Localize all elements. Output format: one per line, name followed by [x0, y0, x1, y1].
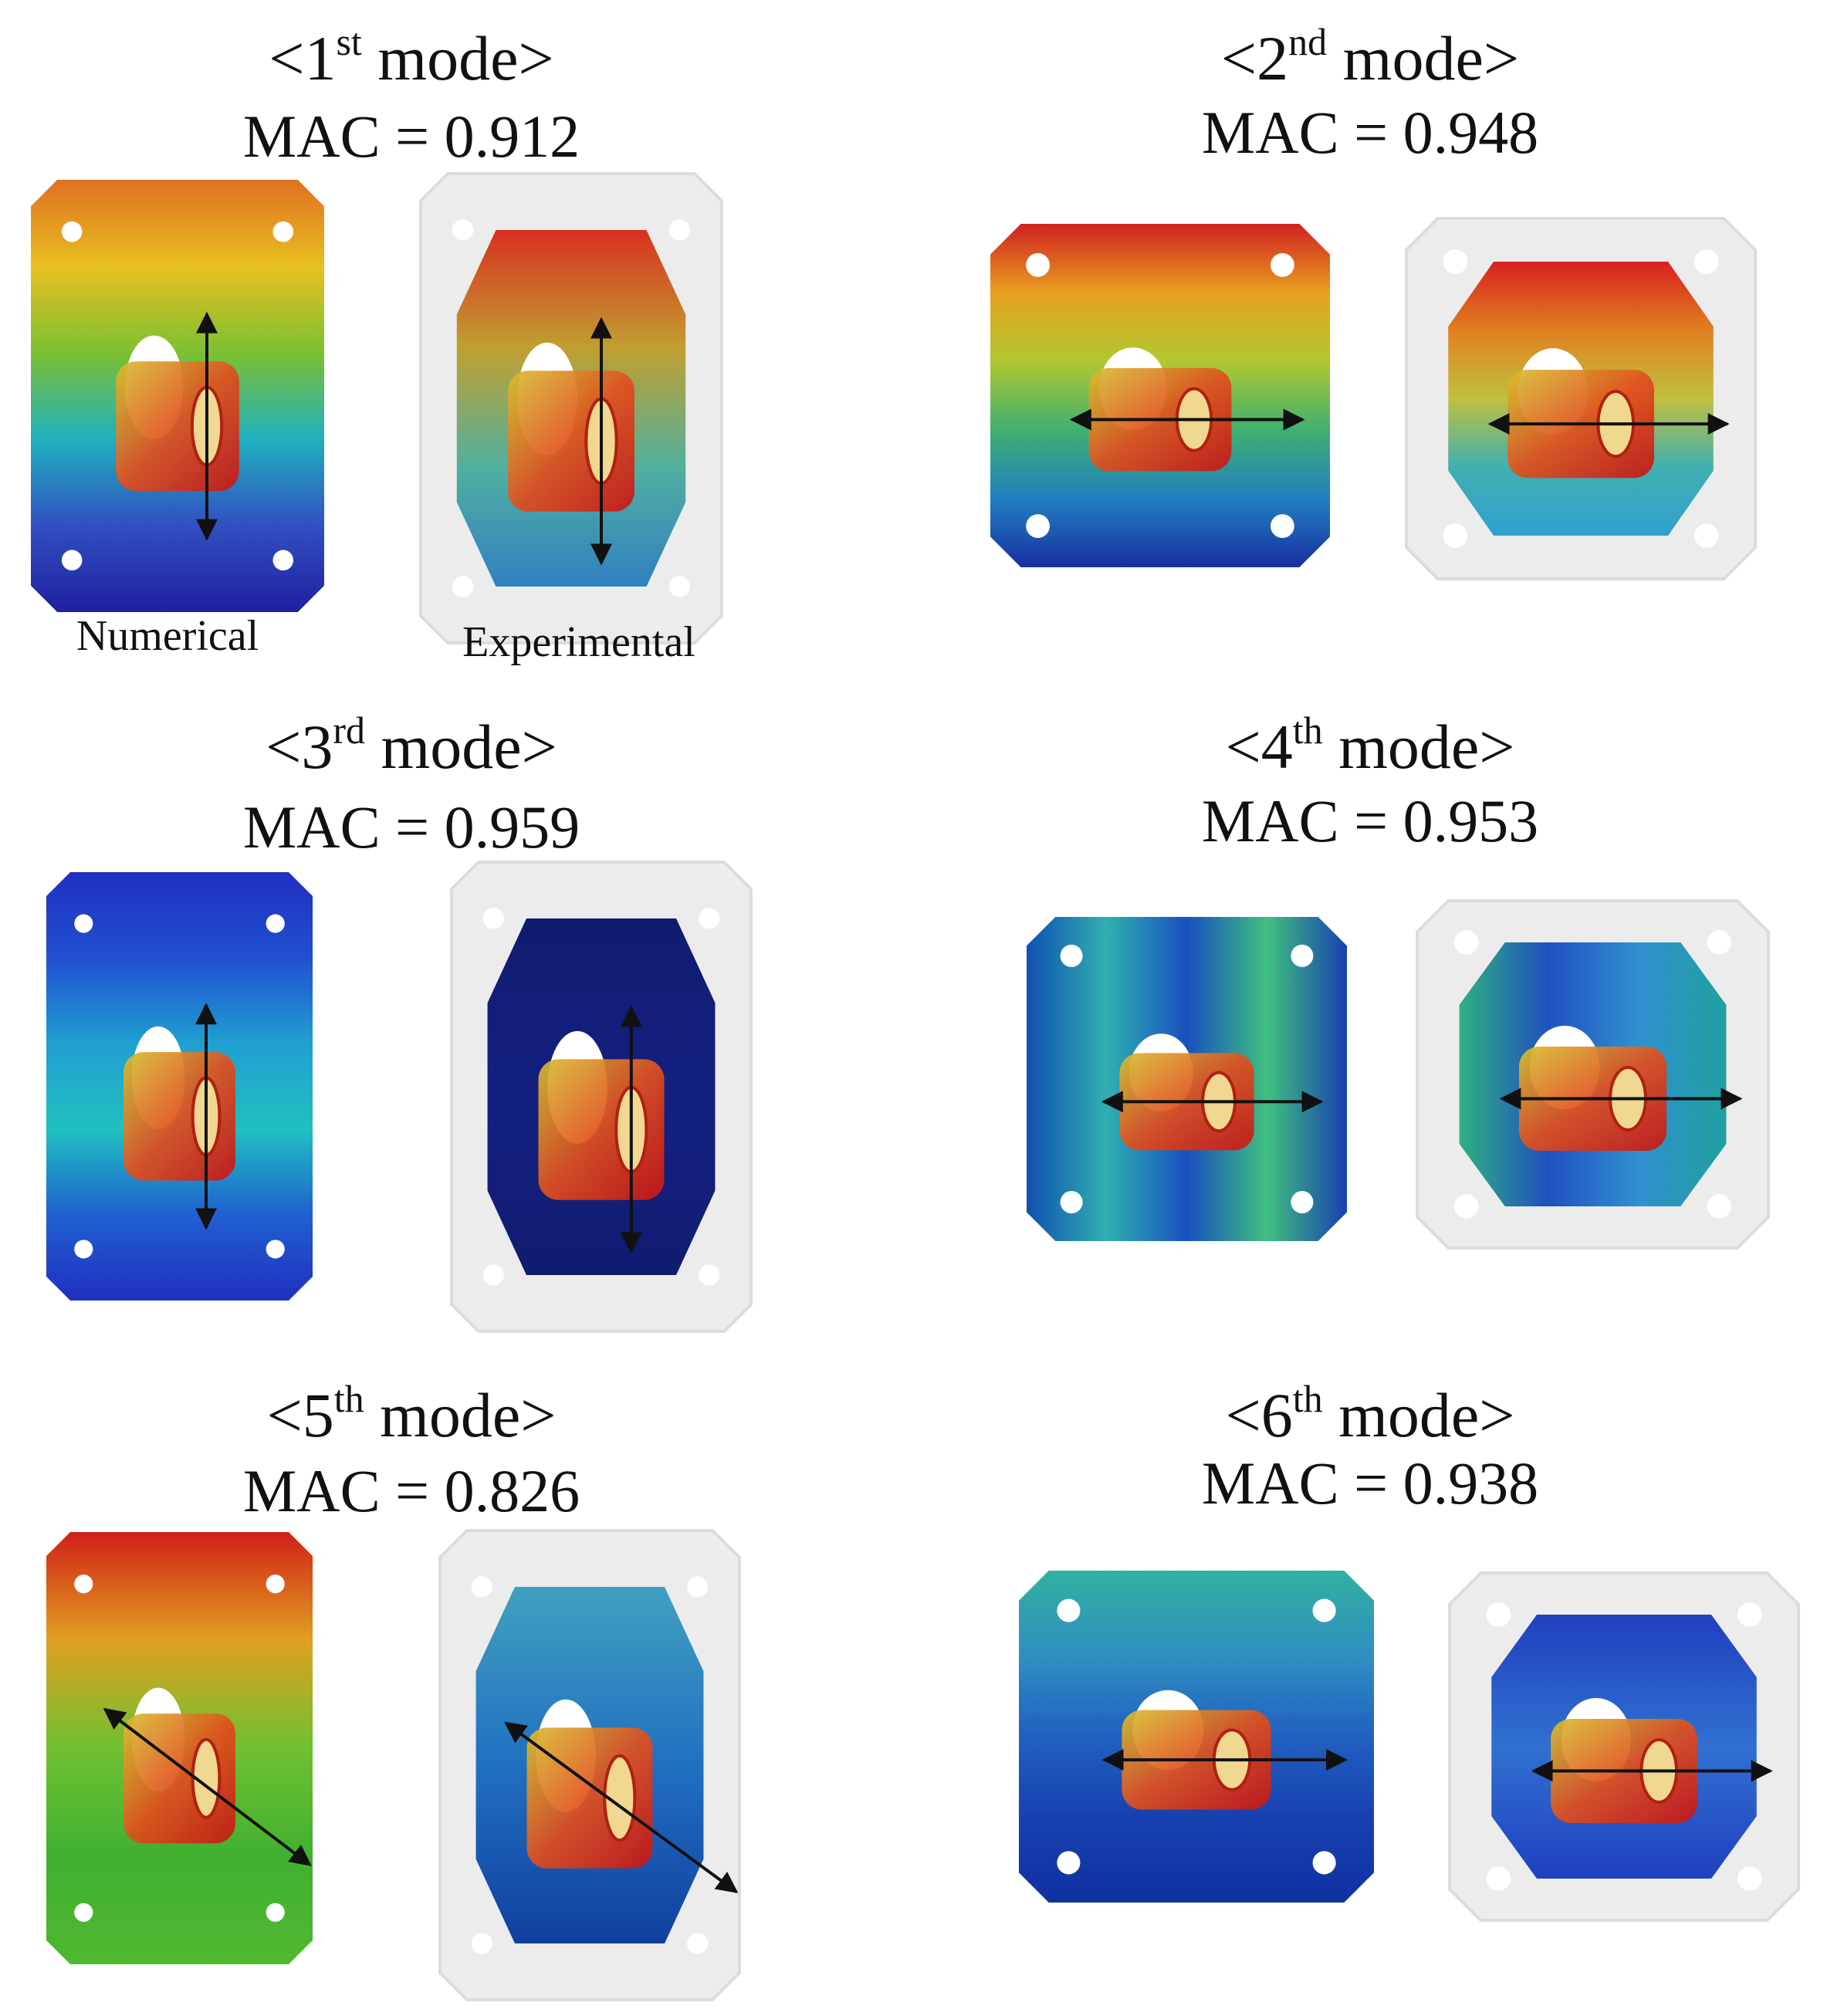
mode-word: mode> — [365, 712, 557, 782]
mode-title: <3rd mode> — [266, 709, 557, 782]
ordinal-suffix: th — [1293, 1377, 1323, 1420]
bolt-hole — [74, 1903, 93, 1922]
bolt-hole — [266, 1903, 285, 1922]
motion-arrow — [504, 1721, 739, 1893]
bolt-hole — [61, 550, 83, 571]
ordinal-suffix: rd — [333, 709, 365, 752]
bolt-hole — [482, 908, 504, 929]
bolt-hole — [471, 1576, 492, 1598]
mac-value: MAC = 0.959 — [243, 793, 580, 861]
bolt-hole — [272, 221, 294, 242]
bolt-hole — [1271, 514, 1294, 538]
bolt-hole — [1694, 523, 1719, 548]
bolt-hole — [1453, 930, 1479, 955]
bolt-hole — [1737, 1866, 1762, 1891]
mode-word: mode> — [362, 23, 554, 93]
mac-value: MAC = 0.826 — [243, 1457, 580, 1524]
bolt-hole — [452, 576, 474, 597]
bolt-hole — [668, 219, 691, 241]
mac-value: MAC = 0.912 — [243, 103, 580, 170]
mode-number: <6 — [1225, 1380, 1292, 1450]
mode-panel: <4th mode>MAC = 0.953 — [1027, 709, 1770, 1250]
bolt-hole — [687, 1576, 709, 1598]
mode-title: <5th mode> — [266, 1377, 556, 1450]
numerical-label: Numerical — [76, 612, 259, 660]
bolt-hole — [482, 1264, 504, 1286]
mode-word: mode> — [1323, 712, 1515, 782]
mode-number: <5 — [266, 1380, 333, 1450]
bolt-hole — [1057, 1851, 1081, 1875]
mode-title: <6th mode> — [1225, 1377, 1514, 1450]
bolt-hole — [1443, 249, 1468, 274]
bolt-hole — [1453, 1194, 1479, 1219]
mode-title: <2nd mode> — [1221, 20, 1519, 93]
motion-arrow — [103, 1707, 312, 1866]
bolt-hole — [266, 914, 285, 933]
bolt-hole — [74, 1575, 93, 1594]
mode-number: <3 — [266, 712, 333, 782]
bolt-hole — [74, 1240, 93, 1259]
bolt-hole — [1486, 1602, 1511, 1627]
bolt-hole — [1312, 1598, 1336, 1622]
bolt-hole — [1291, 944, 1314, 967]
ordinal-suffix: st — [336, 20, 361, 63]
mac-value: MAC = 0.948 — [1202, 99, 1538, 166]
bolt-hole — [1443, 523, 1468, 548]
mode-title: <1st mode> — [269, 20, 554, 93]
bolt-hole — [1271, 253, 1294, 277]
mode-panel: <2nd mode>MAC = 0.948 — [990, 20, 1757, 580]
bolt-hole — [699, 908, 720, 929]
bolt-hole — [1707, 1194, 1732, 1219]
ordinal-suffix: th — [1293, 709, 1323, 752]
bolt-hole — [61, 221, 83, 242]
mode-panel: <1st mode> MAC = 0.912 Numerical Experiment… — [31, 20, 723, 666]
bolt-hole — [1291, 1191, 1314, 1214]
bolt-hole — [699, 1264, 720, 1286]
bolt-hole — [1707, 930, 1732, 955]
mode-word: mode> — [364, 1380, 557, 1450]
bolt-hole — [1026, 514, 1050, 538]
mode-number: <1 — [269, 23, 336, 93]
bolt-hole — [1694, 249, 1719, 274]
bolt-hole — [266, 1575, 285, 1594]
bolt-hole — [668, 576, 691, 597]
bolt-hole — [687, 1933, 709, 1954]
bolt-hole — [1060, 1191, 1083, 1214]
bolt-hole — [272, 550, 294, 571]
mode-number: <2 — [1221, 23, 1288, 93]
bolt-hole — [1312, 1851, 1336, 1875]
ordinal-suffix: th — [334, 1377, 364, 1420]
bolt-hole — [452, 219, 474, 241]
mode-word: mode> — [1327, 23, 1519, 93]
mode-panel: <5th mode> MAC = 0.826 — [46, 1377, 741, 2001]
mac-value: MAC = 0.938 — [1202, 1449, 1538, 1517]
bolt-hole — [1486, 1866, 1511, 1891]
mode-title: <4th mode> — [1225, 709, 1514, 782]
mode-panel: <3rd mode> MAC = 0.959 — [46, 709, 753, 1333]
bolt-hole — [471, 1933, 492, 1954]
bolt-hole — [1737, 1602, 1762, 1627]
ordinal-suffix: nd — [1288, 20, 1327, 63]
bolt-hole — [1060, 944, 1083, 967]
bolt-hole — [1026, 253, 1050, 277]
mode-word: mode> — [1323, 1380, 1515, 1450]
mode-number: <4 — [1225, 712, 1292, 782]
bolt-hole — [266, 1240, 285, 1259]
mode-panel: <6th mode>MAC = 0.938 — [1019, 1377, 1800, 1922]
bolt-hole — [74, 914, 93, 933]
mac-value: MAC = 0.953 — [1202, 787, 1538, 854]
experimental-label: Experimental — [462, 618, 695, 666]
bolt-hole — [1057, 1598, 1081, 1622]
